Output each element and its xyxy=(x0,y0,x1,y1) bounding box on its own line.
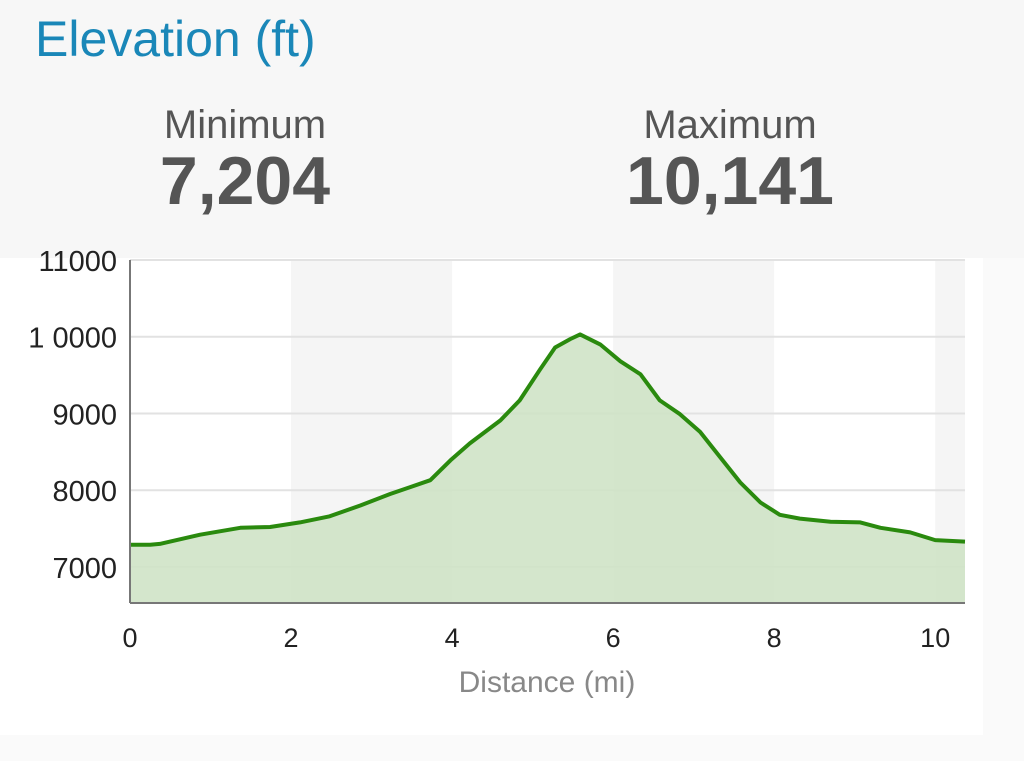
maximum-value: 10,141 xyxy=(626,143,834,219)
elevation-area xyxy=(130,334,965,603)
y-tick-label: 1 0000 xyxy=(28,323,117,355)
x-tick-label: 0 xyxy=(122,623,137,653)
x-tick-label: 8 xyxy=(767,623,782,653)
page-title: Elevation (ft) xyxy=(35,11,316,67)
elevation-line xyxy=(130,332,966,547)
y-tick-label: 9000 xyxy=(52,399,117,431)
minimum-stat: Minimum 7,204 xyxy=(130,103,360,219)
maximum-label: Maximum xyxy=(643,103,817,147)
x-tick-label: 4 xyxy=(445,623,460,653)
x-tick-label: 6 xyxy=(606,623,621,653)
bottom-margin xyxy=(0,735,1024,761)
maximum-stat: Maximum 10,141 xyxy=(600,103,860,219)
y-tick-label: 11000 xyxy=(39,246,118,278)
x-tick-label: 10 xyxy=(920,623,950,653)
x-tick-label: 2 xyxy=(284,623,299,653)
minimum-value: 7,204 xyxy=(159,143,331,219)
y-tick-label: 8000 xyxy=(52,476,117,508)
right-margin xyxy=(983,258,1024,761)
x-axis-label: Distance (mi) xyxy=(459,666,636,699)
y-tick-label: 7000 xyxy=(52,553,117,585)
minimum-label: Minimum xyxy=(163,103,327,147)
stats-header: Elevation (ft) Minimum 7,204 Maximum 10,… xyxy=(0,0,1024,258)
